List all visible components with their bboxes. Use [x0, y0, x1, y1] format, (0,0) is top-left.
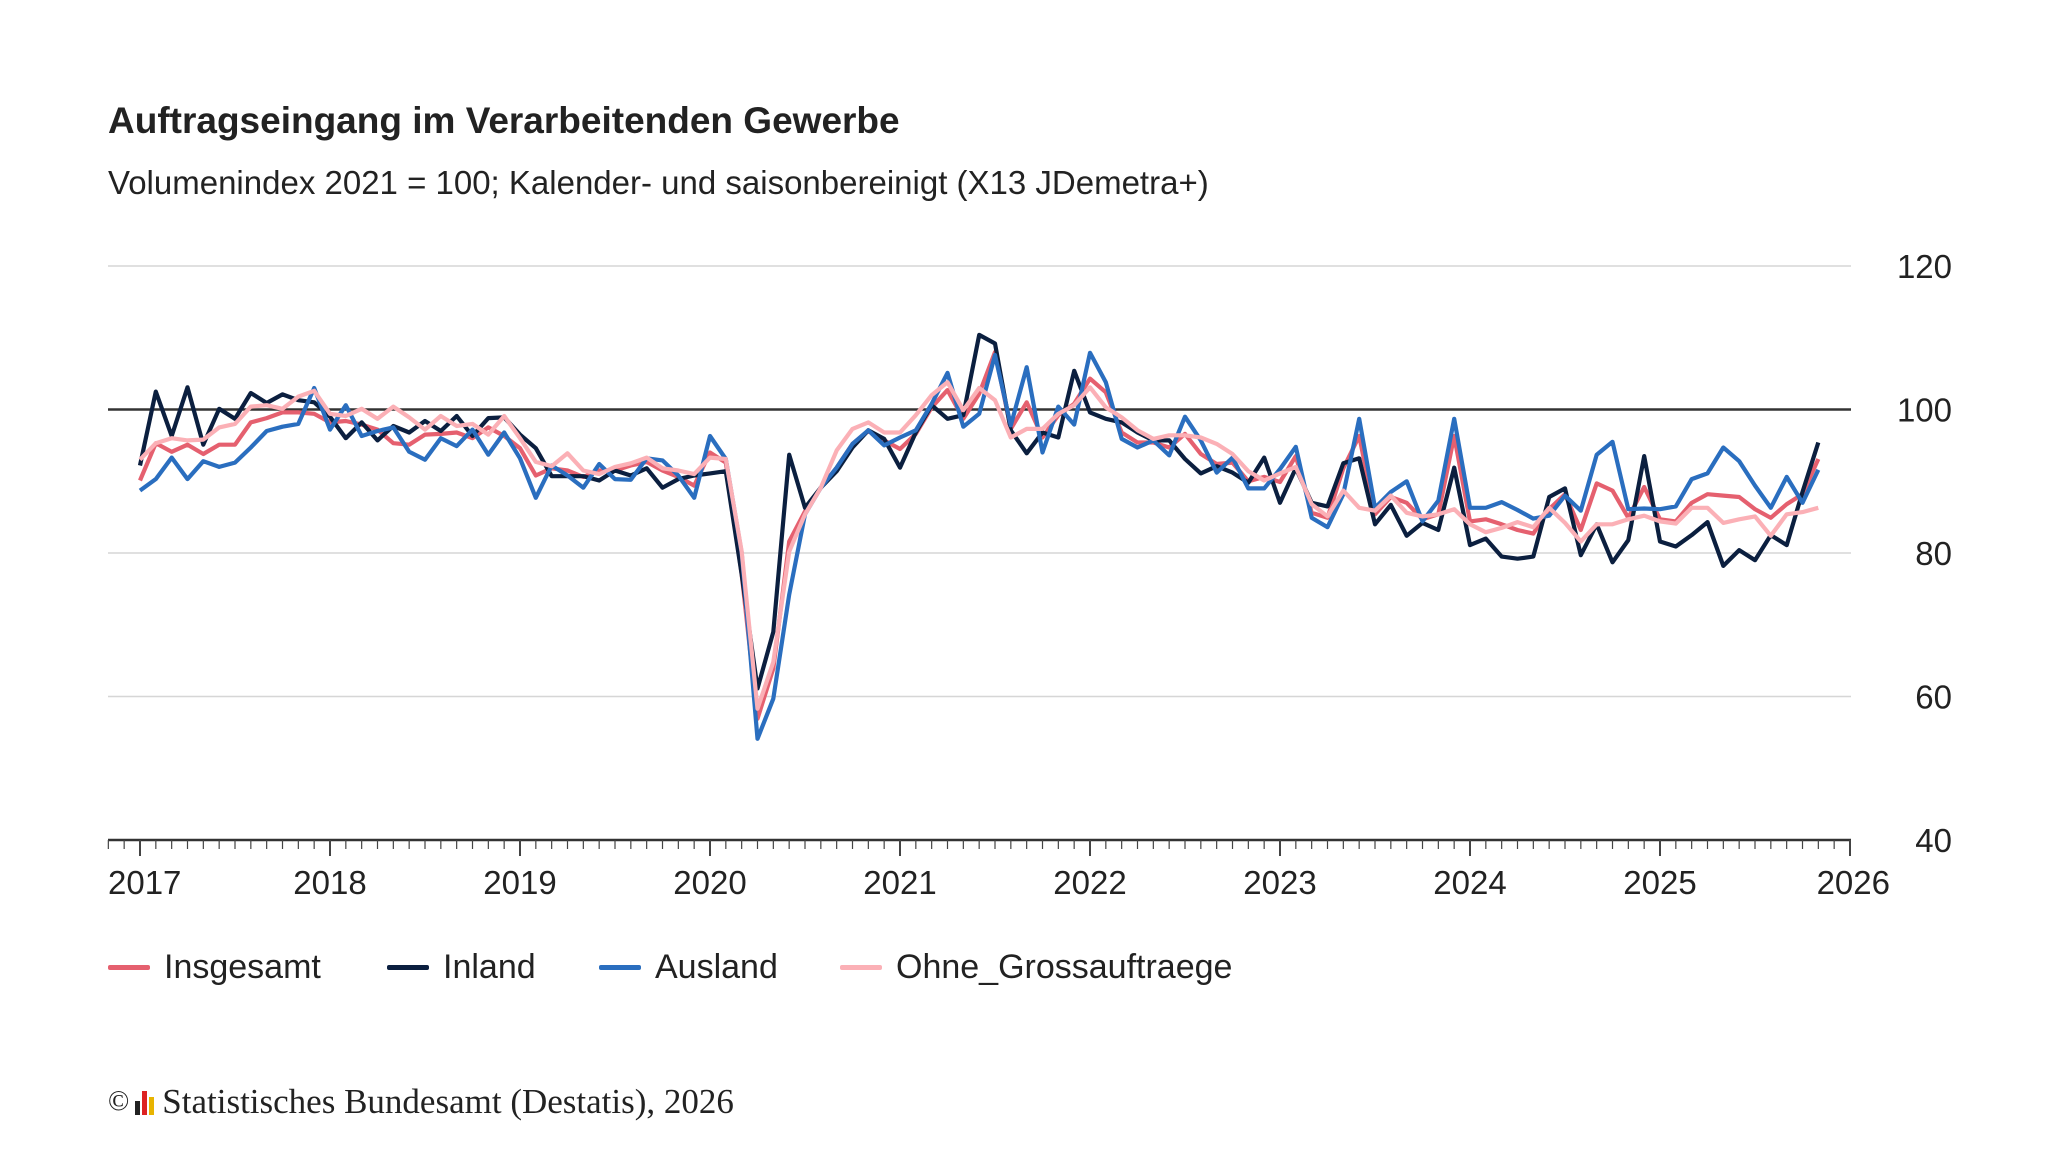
legend-swatch	[387, 964, 429, 970]
y-tick-label: 100	[1897, 392, 1952, 429]
legend-swatch	[108, 964, 150, 970]
legend-item-inland[interactable]: Inland	[387, 945, 536, 989]
x-tick-label: 2018	[293, 864, 366, 901]
legend: Insgesamt Inland Ausland Ohne_Grossauftr…	[0, 945, 2048, 995]
legend-label: Inland	[443, 947, 536, 986]
legend-swatch	[599, 964, 641, 970]
legend-swatch	[840, 964, 882, 970]
legend-item-insgesamt[interactable]: Insgesamt	[108, 945, 321, 989]
destatis-logo-icon	[135, 1089, 155, 1115]
x-axis: 2017 2018 2019 2020 2021 2022 2023 2024 2025 2026	[107, 838, 1890, 901]
legend-item-ohne-grossauftraege[interactable]: Ohne_Grossauftraege	[840, 945, 1232, 989]
y-tick-label: 120	[1897, 248, 1952, 285]
x-tick-label: 2019	[483, 864, 556, 901]
y-tick-label: 60	[1915, 679, 1952, 716]
y-axis: 40 60 80 100 120	[1897, 248, 1952, 859]
x-tick-label: 2017	[108, 864, 181, 901]
legend-label: Ausland	[655, 947, 778, 986]
legend-label: Ohne_Grossauftraege	[896, 947, 1233, 986]
chart-title: Auftragseingang im Verarbeitenden Gewerb…	[108, 100, 900, 141]
y-tick-label: 40	[1915, 822, 1952, 859]
series-line-ohne-grossauftraege	[138, 380, 1819, 711]
x-tick-label: 2020	[673, 864, 746, 901]
chart-subtitle: Volumenindex 2021 = 100; Kalender- und s…	[108, 164, 1209, 201]
x-tick-label: 2023	[1243, 864, 1316, 901]
x-tick-label: 2022	[1053, 864, 1126, 901]
x-tick-label: 2024	[1433, 864, 1506, 901]
source-footer: © Statistisches Bundesamt (Destatis), 20…	[108, 1082, 734, 1122]
copyright-symbol: ©	[108, 1086, 130, 1117]
legend-label: Insgesamt	[164, 947, 321, 986]
y-tick-label: 80	[1915, 535, 1952, 572]
x-tick-label: 2025	[1623, 864, 1696, 901]
x-tick-label: 2021	[863, 864, 936, 901]
series-line-insgesamt	[138, 350, 1821, 721]
source-text: Statistisches Bundesamt (Destatis), 2026	[162, 1082, 734, 1121]
series-lines	[137, 332, 1821, 741]
x-tick-label: 2026	[1817, 864, 1890, 901]
legend-item-ausland[interactable]: Ausland	[599, 945, 778, 989]
